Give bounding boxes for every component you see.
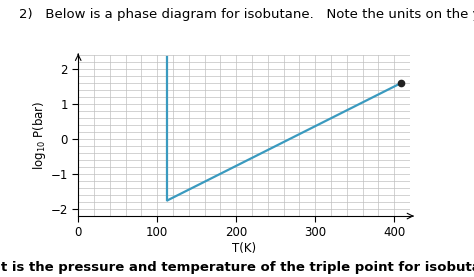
Y-axis label: log$_{10}$ P(bar): log$_{10}$ P(bar) — [31, 101, 48, 170]
X-axis label: T(K): T(K) — [232, 242, 256, 255]
Text: 2)   Below is a phase diagram for isobutane.   Note the units on the y-axis.: 2) Below is a phase diagram for isobutan… — [19, 8, 474, 21]
Text: What is the pressure and temperature of the triple point for isobutane?: What is the pressure and temperature of … — [0, 261, 474, 274]
